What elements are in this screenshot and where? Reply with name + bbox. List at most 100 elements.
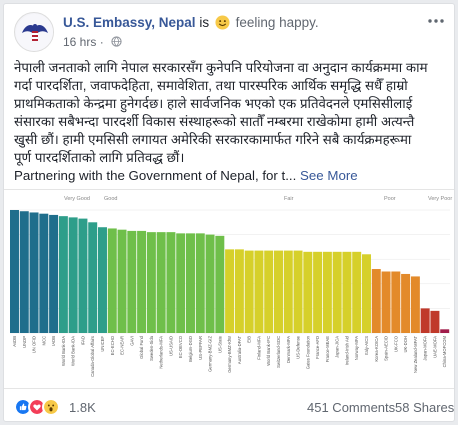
chart-bar <box>234 249 244 333</box>
chart-bar <box>127 230 137 333</box>
chart-bar <box>371 269 381 333</box>
post-author-line: U.S. Embassy, Nepal is feeling happy. <box>63 15 319 30</box>
band-label: Poor <box>384 196 396 202</box>
category-label: Gates Foundation <box>305 335 310 369</box>
chart-bar <box>313 251 323 333</box>
comments-count[interactable]: 451 Comments <box>307 400 396 415</box>
category-label: China-MOFCOM <box>442 336 447 368</box>
category-label: IADB <box>51 336 56 346</box>
chart-bar <box>166 232 176 333</box>
category-label: Korea-KOICA <box>374 336 379 362</box>
category-label: Germany-BMZ-KfW <box>227 336 232 373</box>
category-label: Ireland-Irish Aid <box>344 335 349 365</box>
chart-bar <box>352 251 362 333</box>
category-label: Norway-MFA <box>354 336 359 360</box>
post-actions: 1.8K 451 Comments 58 Shares <box>4 389 455 421</box>
chart-bar <box>88 222 98 333</box>
more-options-icon[interactable] <box>426 14 446 28</box>
category-label: Sweden-Sida <box>149 335 154 361</box>
embassy-avatar[interactable] <box>14 12 54 52</box>
chart-bar <box>303 251 313 333</box>
author-name[interactable]: U.S. Embassy, Nepal <box>63 15 196 30</box>
eagle-seal-icon <box>16 14 53 51</box>
post-line-4: संसारका सबैभन्दा पारदर्शी विकास संस्थाहर… <box>14 114 415 129</box>
category-label: Global Fund <box>139 335 144 358</box>
category-label: US-Defense <box>296 335 301 358</box>
chart-bar <box>98 227 107 333</box>
post-english-line: Partnering with the Government of Nepal,… <box>14 167 446 185</box>
category-label: Japan-JICA <box>335 336 340 358</box>
post-time[interactable]: 16 hrs <box>63 35 97 49</box>
post-line-2: गर्दा पारदर्शिता, जवाफदेहिता, समावेशिता,… <box>14 78 408 93</box>
chart-bar <box>10 210 19 333</box>
category-label: EIB <box>247 336 252 343</box>
chart-bar <box>176 233 186 333</box>
category-label: UNICEF <box>100 336 105 352</box>
chart-bar <box>430 310 440 333</box>
see-more-link[interactable]: See More <box>300 168 358 183</box>
is-text: is <box>199 15 210 30</box>
chart-bar <box>49 214 59 333</box>
chart-svg: Very Good Good Fair Poor Very Poor AsDB UNDP UN… <box>10 196 452 377</box>
chart-bar <box>264 250 274 333</box>
chart-bar <box>225 249 235 333</box>
chart-bar <box>137 230 147 333</box>
category-label: Denmark-MFA <box>286 336 291 363</box>
post-line-5: खुसी छौं। हामी एमसिसी लगायत अमेरिकी सरका… <box>14 132 412 147</box>
chart-bar <box>107 228 117 333</box>
category-label: World Bank-IDA <box>71 336 76 366</box>
chart-bar <box>440 329 450 333</box>
chart-bar <box>332 251 342 333</box>
chart-bar <box>146 232 156 333</box>
chart-bar <box>39 213 49 333</box>
chart-bar <box>244 250 254 333</box>
chart-bar <box>381 271 391 333</box>
feeling-text: feeling happy. <box>235 15 319 30</box>
category-label: Italy-AICS <box>364 336 369 355</box>
category-label: Japan-MOFA <box>423 336 428 361</box>
category-label: Germany-BMZ-GIZ <box>208 336 213 372</box>
globe-icon[interactable] <box>111 36 122 47</box>
post-line-3: प्राथमिकताको केन्द्रमा हुनेगर्दछ। हाले स… <box>14 96 413 111</box>
post-line-6: पूर्ण पारदर्शिताको लागि प्रतिवद्ध छौं। <box>14 150 185 165</box>
category-label: UK-FCO <box>393 335 398 352</box>
chart-bar <box>58 216 68 333</box>
category-label: World Bank-IFC <box>266 336 271 366</box>
category-label: US-PEPFAR <box>198 336 203 360</box>
category-label: US-State <box>217 335 222 353</box>
chart-bar <box>362 254 371 333</box>
shares-count[interactable]: 58 Shares <box>395 400 455 415</box>
chart-bar <box>215 235 225 333</box>
wow-icon <box>42 398 60 416</box>
category-label: UNDP <box>22 336 27 348</box>
category-label: GAVI <box>129 336 134 346</box>
chart-bar <box>322 251 332 333</box>
category-label: Netherlands-MFA <box>159 336 164 369</box>
category-label: Australia-DFAT <box>237 336 242 365</box>
category-label: UK-DOH <box>403 336 408 353</box>
band-label: Very Poor <box>428 196 452 202</box>
chart-bar <box>19 211 29 333</box>
chart-bar <box>420 308 430 333</box>
transparency-chart[interactable]: Very Good Good Fair Poor Very Poor AsDB UNDP UN… <box>4 189 454 389</box>
category-label: US-USAID <box>168 336 173 356</box>
band-label: Very Good <box>64 196 90 202</box>
band-label: Good <box>104 196 117 202</box>
chart-bar <box>186 233 195 333</box>
english-text: Partnering with the Government of Nepal,… <box>14 168 297 183</box>
category-label: Canada-Global Affairs <box>90 336 95 377</box>
chart-bar <box>78 218 88 333</box>
reaction-count[interactable]: 1.8K <box>69 400 96 415</box>
post-card: U.S. Embassy, Nepal is feeling happy. 16… <box>3 3 455 422</box>
category-label: Spain-AECID <box>384 336 389 361</box>
category-label: AsDB <box>12 336 17 347</box>
category-label: EC-DEVCO <box>178 335 183 358</box>
chart-bar <box>293 250 303 333</box>
category-label: World Bank-IDA <box>61 336 66 366</box>
chart-bar <box>156 232 166 333</box>
post-body: नेपाली जनताको लागि नेपाल सरकारसँग कुनेपन… <box>14 59 446 185</box>
category-label: Belgium-DGD <box>188 336 193 362</box>
category-label: EC-NEAR <box>120 336 125 355</box>
chart-bar <box>205 234 215 333</box>
chart-bar <box>401 273 411 333</box>
